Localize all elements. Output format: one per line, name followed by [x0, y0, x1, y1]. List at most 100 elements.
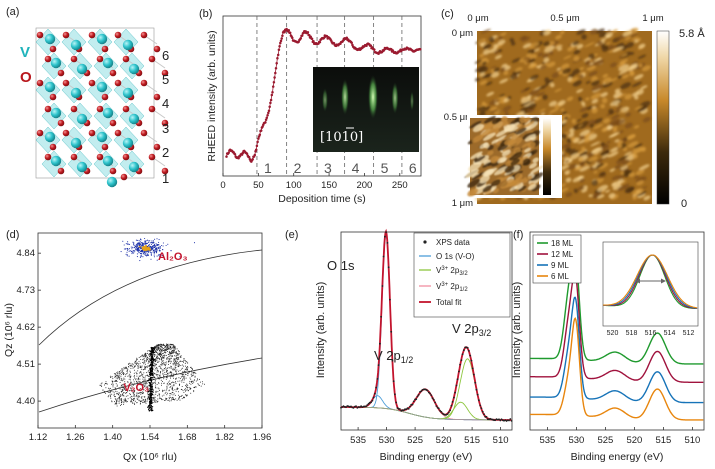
rsm-point	[157, 247, 159, 249]
rsm-point	[118, 401, 120, 403]
rsm-point	[148, 357, 150, 359]
rsm-point	[169, 398, 170, 400]
afm-left-tick-1: 0.5 μm	[444, 112, 473, 123]
rsm-point	[171, 355, 173, 357]
oxygen-atom	[70, 55, 78, 63]
rsm-point	[190, 378, 192, 380]
rsm-point	[151, 388, 154, 390]
rsm-point	[140, 255, 142, 257]
rsm-point	[122, 401, 124, 403]
rsm-point	[162, 391, 164, 393]
rsm-point	[145, 366, 147, 368]
rsm-point	[164, 389, 166, 391]
rsm-point	[164, 348, 166, 350]
rsm-point	[140, 401, 141, 402]
afm-grain	[579, 178, 585, 183]
afm-panel: 0 μm 0.5 μm 1 μm 0 μm 0.5 μm 1 μm 5.8 Å …	[444, 13, 706, 210]
afm-grain	[602, 73, 609, 78]
rsm-point	[172, 363, 174, 364]
rsm-point	[109, 394, 111, 396]
rsm-point	[125, 373, 127, 375]
rsm-point	[174, 373, 176, 375]
rsm-point	[200, 385, 202, 387]
afm-grain	[544, 45, 555, 53]
afm-grain	[479, 72, 486, 77]
rsm-point	[109, 391, 111, 393]
xps-thickness-curves	[530, 248, 704, 421]
panel-label-b: (b)	[199, 8, 212, 20]
rsm-point	[121, 398, 123, 400]
afm-grain	[593, 192, 599, 199]
rsm-point	[137, 397, 139, 399]
rsm-point	[136, 402, 138, 404]
rsm-point	[134, 249, 137, 251]
rsm-point	[120, 398, 122, 400]
rsm-point	[166, 357, 168, 359]
rsm-point	[139, 384, 141, 386]
xps-data-point	[440, 410, 443, 413]
rsm-point	[163, 394, 165, 396]
rsm-point	[114, 387, 116, 389]
rsm-point	[165, 347, 167, 349]
y-tick-label: 4.62	[17, 322, 36, 333]
rsm-point	[152, 364, 154, 367]
xps-data-point	[366, 404, 369, 406]
afm-grain	[555, 45, 563, 49]
rsm-point	[154, 401, 156, 403]
afm-grain	[509, 37, 515, 43]
rsm-point	[139, 378, 141, 380]
rsm-point	[157, 349, 159, 351]
afm-grain	[557, 70, 564, 75]
rsm-point	[156, 238, 158, 240]
rsm-point	[155, 249, 157, 252]
rsm-point	[145, 250, 147, 252]
oxygen-atom	[36, 31, 44, 39]
rsm-point	[157, 361, 159, 363]
rsm-point	[149, 391, 151, 393]
rsm-point	[129, 371, 131, 373]
afm-inset-grain	[529, 162, 538, 169]
rsm-point	[202, 383, 204, 385]
rsm-point	[133, 243, 135, 245]
rsm-point	[151, 374, 154, 376]
afm-grain	[504, 65, 511, 71]
xps-fit-curves	[340, 228, 513, 422]
xps-data-point	[450, 404, 453, 407]
rsm-point	[139, 243, 141, 245]
inset-x-tick-label: 520	[607, 330, 619, 337]
afm-inset-grain	[469, 120, 482, 129]
rsm-point	[104, 391, 106, 393]
rsm-point	[131, 364, 133, 366]
afm-grain	[611, 175, 620, 181]
rsm-point	[149, 240, 151, 242]
rsm-point	[162, 245, 164, 247]
afm-grain	[572, 123, 584, 130]
rsm-point	[116, 393, 118, 395]
rsm-point	[125, 248, 127, 250]
rsm-point	[166, 344, 167, 346]
rsm-point	[158, 394, 160, 396]
rsm-point	[120, 402, 122, 404]
xps-data-point	[453, 396, 455, 399]
rsm-point	[167, 347, 169, 348]
afm-grain	[581, 146, 586, 152]
afm-grain	[624, 36, 632, 41]
x-tick-label: 0	[220, 180, 225, 191]
afm-grain	[618, 64, 630, 72]
thickness-inset: 520 518 516 514 512	[602, 241, 699, 337]
afm-grain	[609, 168, 615, 172]
afm-grain	[585, 97, 590, 101]
afm-inset-grain	[516, 123, 523, 128]
rsm-point	[166, 388, 168, 390]
rsm-point	[180, 368, 182, 370]
afm-grain	[588, 194, 593, 198]
x-tick-label: 250	[392, 180, 408, 191]
rsm-point	[117, 377, 119, 379]
xps-data-point	[455, 384, 458, 387]
afm-grain	[481, 101, 486, 106]
oxygen-atom	[62, 31, 70, 39]
rsm-point	[144, 361, 146, 363]
afm-grain	[593, 170, 598, 174]
rsm-point	[161, 353, 163, 355]
rsm-point	[133, 381, 135, 383]
